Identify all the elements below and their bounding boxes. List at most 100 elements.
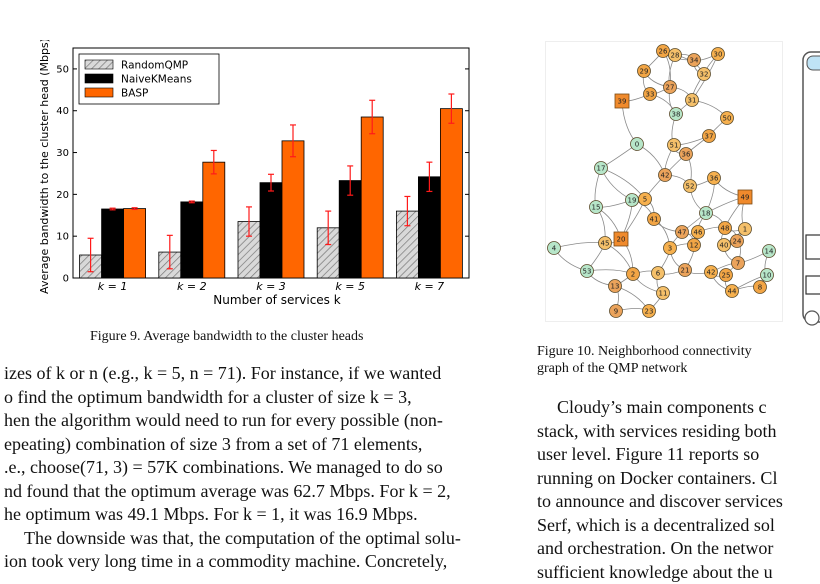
graph-node-label: 23 [645,308,654,316]
graph-node-label: 14 [765,248,774,256]
graph-node [683,179,697,193]
graph-node-label: 3 [668,245,672,253]
figure-10-caption: Figure 10. Neighborhood connectivity gra… [537,344,752,376]
text-line: ion took very long time in a commodity m… [4,551,448,571]
y-tick-label: 10 [56,232,69,243]
graph-node-label: 32 [700,71,709,79]
graph-node-square [737,189,753,205]
graph-node-label: 42 [707,269,716,277]
graph-node-label: 46 [694,229,703,237]
graph-node [702,129,716,143]
x-tick-label: k = 2 [177,280,207,293]
graph-node [609,304,623,318]
x-tick-label: k = 1 [98,280,128,293]
graph-node [643,87,657,101]
graph-node [658,168,672,182]
text-line: to announce and discover services [537,491,783,511]
text-line: and orchestration. On the networ [537,538,774,558]
graph-node [663,241,677,255]
graph-node [594,161,608,175]
graph-node-label: 13 [611,283,620,291]
graph-node-label: 34 [690,57,699,65]
graph-node-label: 6 [656,270,661,278]
legend-label: BASP [121,88,148,100]
figure-9: 0 10 20 30 40 50 k = 1 k = 2 k = 3 k = 5 k = 7 Rand… [28,38,478,310]
clipped-figure-panel [802,51,820,326]
graph-node-label: 26 [659,48,668,56]
graph-node [717,238,731,252]
graph-edge [586,269,634,275]
graph-node [598,236,612,250]
graph-node [697,67,711,81]
graph-node [663,80,677,94]
bar-basp [281,140,305,279]
text-line: epeating) combination of size 3 from a s… [4,433,423,454]
graph-node [725,284,739,298]
text-line: izes of k or n (e.g., k = 5, n = 71). Fo… [4,363,442,383]
graph-node-label: 24 [733,238,742,246]
graph-node [687,238,701,252]
graph-node [547,241,561,255]
text-line: he optimum was 49.1 Mbps. For k = 1, it … [4,504,418,524]
figure-9-caption: Figure 9. Average bandwidth to the clust… [90,329,364,344]
graph-node [669,107,683,121]
bar-naivekmeans [101,208,124,279]
graph-node [626,267,640,281]
graph-node [589,200,603,214]
graph-node [711,47,725,61]
y-tick-label: 50 [56,64,69,75]
legend-swatch [84,73,114,84]
graph-node-label: 49 [741,194,750,202]
graph-node [762,244,776,258]
bar-basp [202,161,226,279]
graph-node-square [614,93,630,109]
graph-node [704,265,718,279]
graph-node-label: 18 [702,210,711,218]
graph-node-label: 10 [763,272,772,280]
graph-node-label: 53 [583,268,592,276]
graph-node-label: 21 [681,267,690,275]
graph-node [720,111,734,125]
x-tick-label: k = 7 [415,280,445,293]
graph-node [638,192,652,206]
graph-node [668,48,682,62]
y-tick-label: 0 [63,274,69,285]
graph-node-label: 51 [670,142,679,150]
x-axis-label: Number of services k [213,293,340,307]
graph-node [738,222,752,236]
graph-node [647,212,661,226]
graph-edge [553,241,606,249]
graph-node-label: 27 [666,84,675,92]
graph-node [608,279,622,293]
bar-naivekmeans [259,182,283,279]
x-tick-label: k = 5 [335,280,365,293]
bar-basp [123,208,146,279]
graph-node [630,137,644,151]
y-tick-label: 20 [56,190,69,201]
graph-node-label: 25 [722,272,731,280]
legend-swatch [84,59,114,70]
graph-node-label: 31 [688,97,697,105]
graph-node-label: 37 [705,133,714,141]
graph-node-label: 2 [631,271,635,279]
graph-node [642,304,656,318]
y-tick-label: 40 [56,106,69,117]
graph-node-label: 39 [618,98,627,106]
graph-node-label: 5 [643,196,647,204]
bar-naivekmeans [180,201,204,279]
graph-node-label: 38 [672,111,681,119]
graph-node-label: 40 [720,242,729,250]
graph-node-label: 12 [690,242,699,250]
graph-node-label: 1 [743,226,747,234]
graph-node-label: 8 [758,284,762,292]
graph-node-label: 11 [659,290,668,298]
text-line: stack, with services residing both [537,420,777,441]
graph-node [675,225,689,239]
legend-label: RandomQMP [121,60,188,72]
text-line: Serf, which is a decentralized sol [537,514,775,535]
graph-node [687,53,701,67]
graph-node-label: 29 [640,68,649,76]
graph-node-label: 36 [710,175,719,183]
graph-node [637,64,651,78]
